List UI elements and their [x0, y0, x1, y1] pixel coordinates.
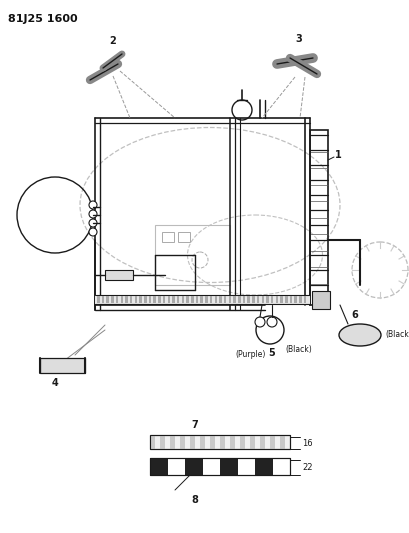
Bar — [200, 435, 205, 449]
Bar — [125, 296, 128, 303]
Bar — [187, 296, 189, 303]
Text: 3: 3 — [295, 34, 302, 44]
Bar — [150, 458, 290, 475]
Bar — [280, 296, 283, 303]
Bar — [219, 296, 222, 303]
Circle shape — [267, 317, 277, 327]
Text: (Purple): (Purple) — [235, 350, 265, 359]
Text: 22: 22 — [302, 463, 312, 472]
Bar — [155, 225, 230, 285]
Circle shape — [89, 201, 97, 209]
Text: 1: 1 — [335, 150, 342, 160]
Text: (Black): (Black) — [285, 345, 312, 354]
Bar — [160, 435, 165, 449]
Circle shape — [89, 228, 97, 236]
Bar — [135, 296, 137, 303]
Bar — [163, 296, 165, 303]
Bar — [150, 458, 168, 475]
Bar — [40, 358, 85, 373]
Bar — [210, 296, 212, 303]
Bar — [106, 296, 109, 303]
Bar — [238, 296, 240, 303]
Ellipse shape — [339, 324, 381, 346]
Bar — [139, 296, 142, 303]
Text: 16: 16 — [302, 439, 312, 448]
Text: 7: 7 — [192, 420, 198, 430]
Bar — [240, 435, 245, 449]
Bar — [116, 296, 118, 303]
Bar — [172, 296, 175, 303]
Bar — [252, 296, 254, 303]
Bar — [150, 435, 290, 449]
Bar — [170, 435, 175, 449]
Bar — [130, 296, 133, 303]
Bar — [180, 435, 185, 449]
Bar — [276, 296, 278, 303]
Circle shape — [89, 210, 97, 218]
Bar — [178, 232, 190, 242]
Bar — [304, 296, 306, 303]
Bar — [220, 435, 225, 449]
Bar — [205, 296, 208, 303]
Bar — [162, 232, 174, 242]
Bar — [230, 435, 235, 449]
Bar — [149, 296, 151, 303]
Bar — [243, 296, 245, 303]
Text: 81J25 1600: 81J25 1600 — [8, 14, 78, 24]
Bar — [102, 296, 104, 303]
Bar — [196, 296, 198, 303]
Bar — [210, 435, 215, 449]
Bar — [158, 296, 161, 303]
Bar — [261, 296, 264, 303]
Bar — [168, 296, 170, 303]
Text: 4: 4 — [52, 378, 58, 388]
Bar — [229, 296, 231, 303]
Bar — [185, 458, 202, 475]
Bar — [285, 296, 288, 303]
Bar — [191, 296, 193, 303]
Bar — [224, 296, 227, 303]
Bar — [233, 296, 236, 303]
Bar — [150, 458, 290, 475]
Text: (Black): (Black) — [385, 330, 409, 340]
Bar — [121, 296, 123, 303]
Bar — [105, 270, 133, 280]
Text: 5: 5 — [269, 348, 275, 358]
Text: 8: 8 — [191, 495, 198, 505]
Bar — [312, 291, 330, 309]
Bar — [153, 296, 156, 303]
Bar — [257, 296, 259, 303]
Bar — [214, 296, 217, 303]
Bar — [247, 296, 250, 303]
Bar — [290, 296, 292, 303]
Bar — [294, 296, 297, 303]
Bar — [280, 435, 285, 449]
Bar — [177, 296, 180, 303]
Bar — [200, 296, 203, 303]
Bar — [271, 296, 273, 303]
Bar — [310, 130, 328, 305]
Bar — [260, 435, 265, 449]
Circle shape — [255, 317, 265, 327]
Bar — [144, 296, 146, 303]
Bar — [266, 296, 269, 303]
Bar — [270, 435, 275, 449]
Bar — [97, 296, 99, 303]
Bar — [111, 296, 114, 303]
Circle shape — [89, 219, 97, 227]
Bar — [150, 435, 155, 449]
Bar — [250, 435, 255, 449]
Bar — [182, 296, 184, 303]
Text: 6: 6 — [352, 310, 358, 320]
Bar — [255, 458, 272, 475]
Bar — [150, 435, 290, 449]
Bar — [220, 458, 238, 475]
Bar — [190, 435, 195, 449]
Bar — [299, 296, 301, 303]
Bar — [95, 295, 310, 304]
Text: 2: 2 — [110, 36, 117, 46]
